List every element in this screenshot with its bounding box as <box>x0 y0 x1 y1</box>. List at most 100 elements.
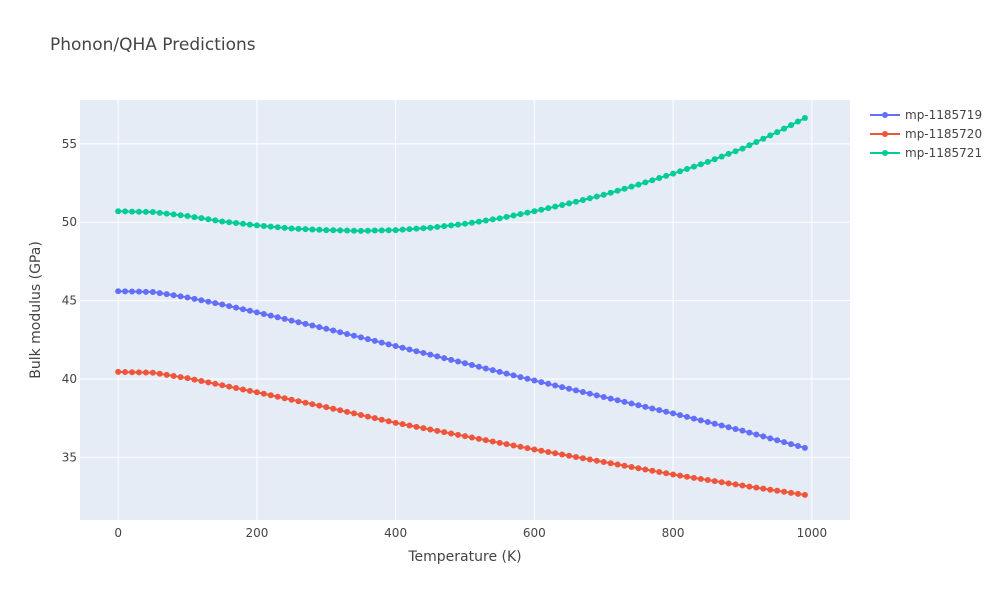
data-point[interactable] <box>545 448 552 455</box>
data-point[interactable] <box>198 215 205 222</box>
data-point[interactable] <box>677 168 684 175</box>
data-point[interactable] <box>725 150 732 157</box>
data-point[interactable] <box>198 297 205 304</box>
data-point[interactable] <box>732 481 739 488</box>
data-point[interactable] <box>572 454 579 460</box>
data-point[interactable] <box>517 374 524 381</box>
data-point[interactable] <box>177 293 184 300</box>
data-point[interactable] <box>635 465 642 472</box>
data-point[interactable] <box>406 346 413 353</box>
data-point[interactable] <box>517 443 524 450</box>
data-point[interactable] <box>545 205 552 212</box>
data-point[interactable] <box>260 390 267 397</box>
data-point[interactable] <box>253 309 260 316</box>
data-point[interactable] <box>524 375 531 382</box>
data-point[interactable] <box>302 320 309 327</box>
data-point[interactable] <box>600 393 607 400</box>
data-point[interactable] <box>510 372 517 379</box>
data-point[interactable] <box>267 392 274 399</box>
data-point[interactable] <box>774 487 781 494</box>
data-point[interactable] <box>295 319 302 326</box>
data-point[interactable] <box>746 429 753 436</box>
data-point[interactable] <box>552 203 559 210</box>
data-point[interactable] <box>267 223 274 230</box>
data-point[interactable] <box>468 362 475 369</box>
legend-item[interactable]: mp-1185721 <box>870 146 982 160</box>
data-point[interactable] <box>572 387 579 394</box>
data-point[interactable] <box>274 314 281 321</box>
data-point[interactable] <box>302 226 309 233</box>
data-point[interactable] <box>357 227 364 234</box>
data-point[interactable] <box>628 400 635 407</box>
data-point[interactable] <box>781 488 788 495</box>
data-point[interactable] <box>170 372 177 379</box>
data-point[interactable] <box>260 223 267 229</box>
data-point[interactable] <box>371 227 378 234</box>
data-point[interactable] <box>233 385 240 392</box>
data-point[interactable] <box>448 222 455 229</box>
data-point[interactable] <box>337 407 344 414</box>
data-point[interactable] <box>746 483 753 490</box>
data-point[interactable] <box>760 433 767 440</box>
data-point[interactable] <box>663 470 670 477</box>
legend-item[interactable]: mp-1185720 <box>870 127 982 141</box>
data-point[interactable] <box>226 303 233 310</box>
data-point[interactable] <box>788 122 795 129</box>
data-point[interactable] <box>586 195 593 202</box>
data-point[interactable] <box>642 179 649 186</box>
data-point[interactable] <box>704 419 711 426</box>
data-point[interactable] <box>226 383 233 390</box>
data-point[interactable] <box>656 407 663 414</box>
data-point[interactable] <box>441 429 448 436</box>
data-point[interactable] <box>163 371 170 378</box>
data-point[interactable] <box>566 452 573 459</box>
data-point[interactable] <box>545 380 552 387</box>
data-point[interactable] <box>413 423 420 430</box>
data-point[interactable] <box>697 417 704 424</box>
data-point[interactable] <box>441 355 448 362</box>
data-point[interactable] <box>593 193 600 200</box>
data-point[interactable] <box>399 421 406 428</box>
data-point[interactable] <box>718 153 725 160</box>
data-point[interactable] <box>510 442 517 449</box>
data-point[interactable] <box>538 206 545 213</box>
data-point[interactable] <box>462 433 468 440</box>
data-point[interactable] <box>357 412 364 418</box>
data-point[interactable] <box>129 288 136 295</box>
data-point[interactable] <box>309 401 316 408</box>
data-point[interactable] <box>538 447 545 454</box>
data-point[interactable] <box>115 368 122 375</box>
data-point[interactable] <box>309 226 316 233</box>
data-point[interactable] <box>566 200 573 207</box>
data-point[interactable] <box>663 172 670 179</box>
data-point[interactable] <box>760 135 767 142</box>
data-point[interactable] <box>281 224 288 231</box>
data-point[interactable] <box>434 427 441 434</box>
data-point[interactable] <box>753 431 760 438</box>
data-point[interactable] <box>718 422 725 429</box>
data-point[interactable] <box>517 211 524 218</box>
data-point[interactable] <box>482 217 489 224</box>
data-point[interactable] <box>240 220 247 227</box>
data-point[interactable] <box>385 341 392 348</box>
data-point[interactable] <box>156 290 163 297</box>
data-point[interactable] <box>344 408 351 415</box>
data-point[interactable] <box>115 208 122 215</box>
data-point[interactable] <box>774 437 781 444</box>
data-point[interactable] <box>475 363 482 370</box>
data-point[interactable] <box>462 220 468 227</box>
data-point[interactable] <box>240 306 247 313</box>
data-point[interactable] <box>135 208 142 215</box>
data-point[interactable] <box>330 227 337 234</box>
data-point[interactable] <box>378 339 385 346</box>
data-point[interactable] <box>316 324 323 331</box>
data-point[interactable] <box>357 334 364 341</box>
data-point[interactable] <box>253 389 260 396</box>
data-point[interactable] <box>794 118 801 125</box>
data-point[interactable] <box>586 390 593 397</box>
data-point[interactable] <box>538 379 545 386</box>
data-point[interactable] <box>226 219 233 226</box>
data-point[interactable] <box>142 208 149 215</box>
data-point[interactable] <box>448 356 455 363</box>
data-point[interactable] <box>441 223 448 230</box>
